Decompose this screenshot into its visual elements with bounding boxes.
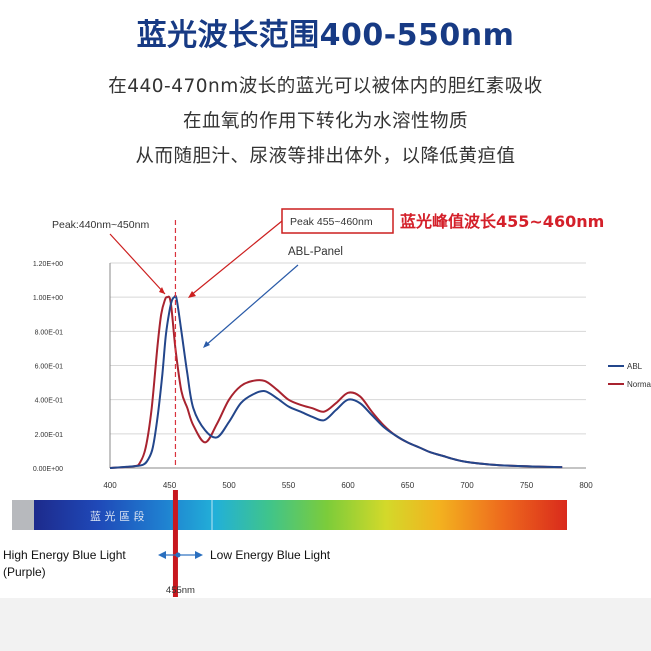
peak-box-arrowhead [188, 291, 196, 298]
peak-left-arrow [109, 233, 166, 295]
grid-lines [110, 262, 586, 435]
x-tick-label: 800 [579, 481, 593, 490]
page-title: 蓝光波长范围400-550nm [136, 18, 515, 53]
x-tick-label: 700 [460, 481, 474, 490]
series-line-normal [109, 295, 563, 469]
y-tick-labels: 0.00E+00 2.00E-01 4.00E-01 6.00E-01 8.00E-01… [33, 261, 63, 473]
legend: ABL Normal [608, 362, 651, 389]
x-tick-label: 450 [163, 481, 177, 490]
peak-box-arrow [189, 220, 283, 297]
high-energy-label: High Energy Blue Light [3, 548, 126, 562]
x-tick-label: 600 [341, 481, 355, 490]
abl-panel-arrow [204, 264, 299, 347]
y-tick-label: 8.00E-01 [35, 329, 64, 336]
legend-label-normal: Normal [627, 380, 651, 389]
wavelength-marker-bar [172, 490, 178, 597]
low-energy-arrowhead [195, 551, 203, 559]
y-tick-label: 6.00E-01 [35, 364, 64, 371]
spectrum-chart: 400 450 500 550 600 650 700 750 800 0.00E+00 2.00… [3, 208, 651, 597]
axes [109, 263, 586, 469]
peak-left-arrowhead [159, 287, 165, 294]
y-tick-label: 4.00E-01 [35, 398, 64, 405]
energy-split-dot [175, 552, 181, 558]
x-tick-label: 750 [520, 481, 534, 490]
series-line-abl [109, 294, 563, 469]
spectrum-band-label: 蓝 光 區 段 [90, 509, 145, 523]
x-tick-labels: 400 450 500 550 600 650 700 750 800 [103, 481, 593, 490]
peak-box-label: Peak 455~460nm [290, 216, 373, 228]
bottom-strip [0, 598, 651, 651]
y-tick-label: 2.00E-01 [35, 432, 64, 439]
header-section: 蓝光波长范围400-550nm 在440-470nm波长的蓝光可以被体内的胆红素… [0, 0, 651, 186]
y-tick-label: 1.00E+00 [33, 295, 63, 302]
abl-panel-arrowhead [203, 341, 210, 348]
x-tick-label: 650 [401, 481, 415, 490]
high-energy-arrowhead [158, 551, 166, 559]
y-tick-label: 1.20E+00 [33, 261, 63, 268]
chart-panel: 400 450 500 550 600 650 700 750 800 0.00E+00 2.00… [0, 186, 651, 651]
wavelength-marker-label: 455nm [166, 585, 195, 596]
peak-red-title: 蓝光峰值波长455~460nm [400, 212, 604, 231]
spectrum-band [34, 500, 567, 530]
data-series [109, 294, 563, 469]
low-energy-label: Low Energy Blue Light [210, 548, 331, 562]
high-energy-sublabel: (Purple) [3, 565, 46, 579]
abl-panel-label: ABL-Panel [288, 246, 343, 258]
description-line-3: 从而随胆汁、尿液等排出体外，以降低黄疸值 [135, 146, 516, 167]
spectrum-band-gray [12, 500, 34, 530]
y-tick-label: 0.00E+00 [33, 466, 63, 473]
x-tick-label: 550 [282, 481, 296, 490]
x-tick-label: 500 [222, 481, 236, 490]
description-line-2: 在血氧的作用下转化为水溶性物质 [182, 111, 468, 132]
peak-left-label: Peak:440nm~450nm [52, 219, 149, 231]
legend-label-abl: ABL [627, 362, 643, 371]
description-line-1: 在440-470nm波长的蓝光可以被体内的胆红素吸收 [108, 76, 543, 97]
x-tick-label: 400 [103, 481, 117, 490]
